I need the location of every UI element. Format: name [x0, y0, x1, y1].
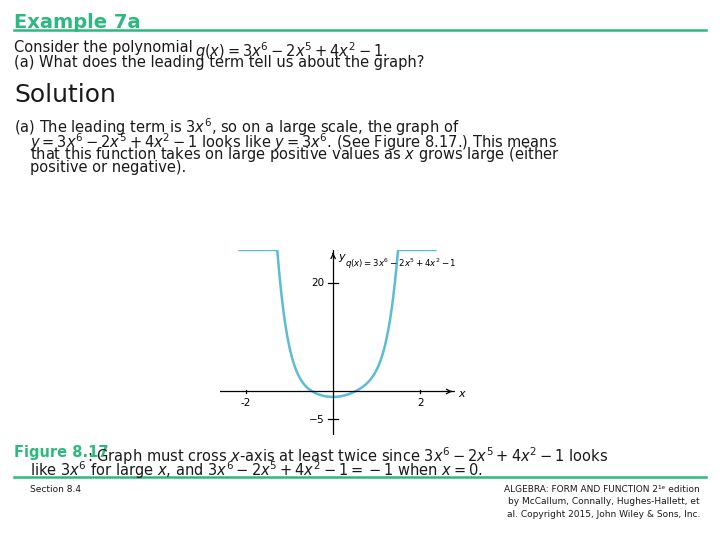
Text: $y = 3x^6 - 2x^5 + 4x^2 - 1$ looks like $y = 3x^6$. (See Figure 8.17.) This mean: $y = 3x^6 - 2x^5 + 4x^2 - 1$ looks like …: [30, 131, 557, 153]
Text: -2: -2: [241, 398, 251, 408]
Text: $q(x) = 3x^6 - 2x^5 + 4x^2 - 1.$: $q(x) = 3x^6 - 2x^5 + 4x^2 - 1.$: [195, 40, 387, 62]
Text: 20: 20: [311, 278, 325, 288]
Text: that this function takes on large positive values as $x$ grows large (either: that this function takes on large positi…: [30, 145, 559, 165]
Text: Consider the polynomial: Consider the polynomial: [14, 40, 193, 55]
Text: $x$: $x$: [459, 389, 467, 399]
Text: $y$: $y$: [338, 252, 347, 264]
Text: 2: 2: [417, 398, 423, 408]
Text: Figure 8.17: Figure 8.17: [14, 445, 109, 460]
Text: positive or negative).: positive or negative).: [30, 160, 186, 175]
Text: (a) What does the leading term tell us about the graph?: (a) What does the leading term tell us a…: [14, 55, 424, 70]
Text: ALGEBRA: FORM AND FUNCTION 2¹ᵉ edition
by McCallum, Connally, Hughes-Hallett, et: ALGEBRA: FORM AND FUNCTION 2¹ᵉ edition b…: [504, 485, 700, 519]
Text: like $3x^6$ for large $x$, and $3x^6 - 2x^5 + 4x^2 - 1 = -1$ when $x = 0$.: like $3x^6$ for large $x$, and $3x^6 - 2…: [30, 460, 482, 481]
Text: Example 7a: Example 7a: [14, 13, 140, 32]
Text: $-5$: $-5$: [308, 413, 325, 424]
Text: Solution: Solution: [14, 83, 116, 106]
Text: (a) The leading term is $3x^6$, so on a large scale, the graph of: (a) The leading term is $3x^6$, so on a …: [14, 117, 459, 138]
Text: $q(x) = 3x^6 - 2x^5 + 4x^2 - 1$: $q(x) = 3x^6 - 2x^5 + 4x^2 - 1$: [346, 256, 457, 271]
Text: : Graph must cross $x$-axis at least twice since $3x^6 -2x^5 + 4x^2 - 1$ looks: : Graph must cross $x$-axis at least twi…: [87, 445, 608, 467]
Text: Section 8.4: Section 8.4: [30, 485, 81, 494]
